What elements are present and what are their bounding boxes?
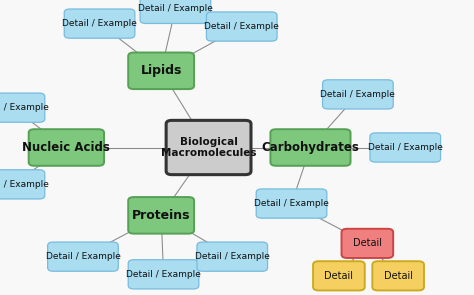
Text: Detail / Example: Detail / Example (138, 4, 213, 13)
Text: Lipids: Lipids (140, 64, 182, 77)
FancyBboxPatch shape (256, 189, 327, 218)
FancyBboxPatch shape (140, 0, 210, 24)
FancyBboxPatch shape (64, 9, 135, 38)
Text: Detail / Example: Detail / Example (0, 180, 49, 189)
FancyBboxPatch shape (29, 129, 104, 166)
Text: Detail / Example: Detail / Example (254, 199, 329, 208)
FancyBboxPatch shape (341, 229, 393, 258)
FancyBboxPatch shape (373, 261, 424, 290)
Text: Detail / Example: Detail / Example (0, 103, 49, 112)
Text: Proteins: Proteins (132, 209, 191, 222)
FancyBboxPatch shape (270, 129, 350, 166)
Text: Detail / Example: Detail / Example (46, 252, 120, 261)
Text: Detail / Example: Detail / Example (126, 270, 201, 279)
Text: Detail / Example: Detail / Example (62, 19, 137, 28)
FancyBboxPatch shape (197, 242, 267, 271)
FancyBboxPatch shape (166, 120, 251, 175)
FancyBboxPatch shape (206, 12, 277, 41)
FancyBboxPatch shape (370, 133, 440, 162)
FancyBboxPatch shape (128, 53, 194, 89)
FancyBboxPatch shape (322, 80, 393, 109)
Text: Detail: Detail (353, 238, 382, 248)
Text: Detail / Example: Detail / Example (368, 143, 443, 152)
FancyBboxPatch shape (47, 242, 118, 271)
Text: Detail / Example: Detail / Example (195, 252, 270, 261)
FancyBboxPatch shape (128, 260, 199, 289)
FancyBboxPatch shape (0, 170, 45, 199)
FancyBboxPatch shape (313, 261, 365, 290)
Text: Biological
Macromolecules: Biological Macromolecules (161, 137, 256, 158)
Text: Detail / Example: Detail / Example (204, 22, 279, 31)
FancyBboxPatch shape (0, 93, 45, 122)
FancyBboxPatch shape (128, 197, 194, 234)
Text: Detail: Detail (324, 271, 354, 281)
Text: Detail: Detail (383, 271, 413, 281)
Text: Detail / Example: Detail / Example (320, 90, 395, 99)
Text: Nucleic Acids: Nucleic Acids (22, 141, 110, 154)
Text: Carbohydrates: Carbohydrates (262, 141, 359, 154)
